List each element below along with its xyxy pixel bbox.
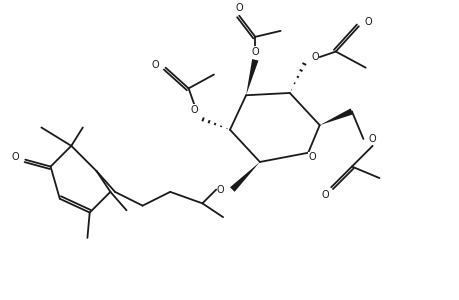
Text: O: O	[308, 152, 315, 162]
Text: O: O	[321, 190, 329, 200]
Text: O: O	[368, 134, 375, 144]
Text: O: O	[151, 60, 159, 70]
Polygon shape	[319, 108, 353, 125]
Text: O: O	[217, 184, 224, 195]
Polygon shape	[246, 59, 258, 95]
Text: O: O	[190, 105, 198, 115]
Text: O: O	[251, 46, 258, 57]
Text: O: O	[364, 17, 371, 27]
Text: O: O	[235, 3, 242, 13]
Text: O: O	[311, 52, 318, 62]
Text: O: O	[11, 152, 19, 162]
Polygon shape	[230, 162, 259, 192]
